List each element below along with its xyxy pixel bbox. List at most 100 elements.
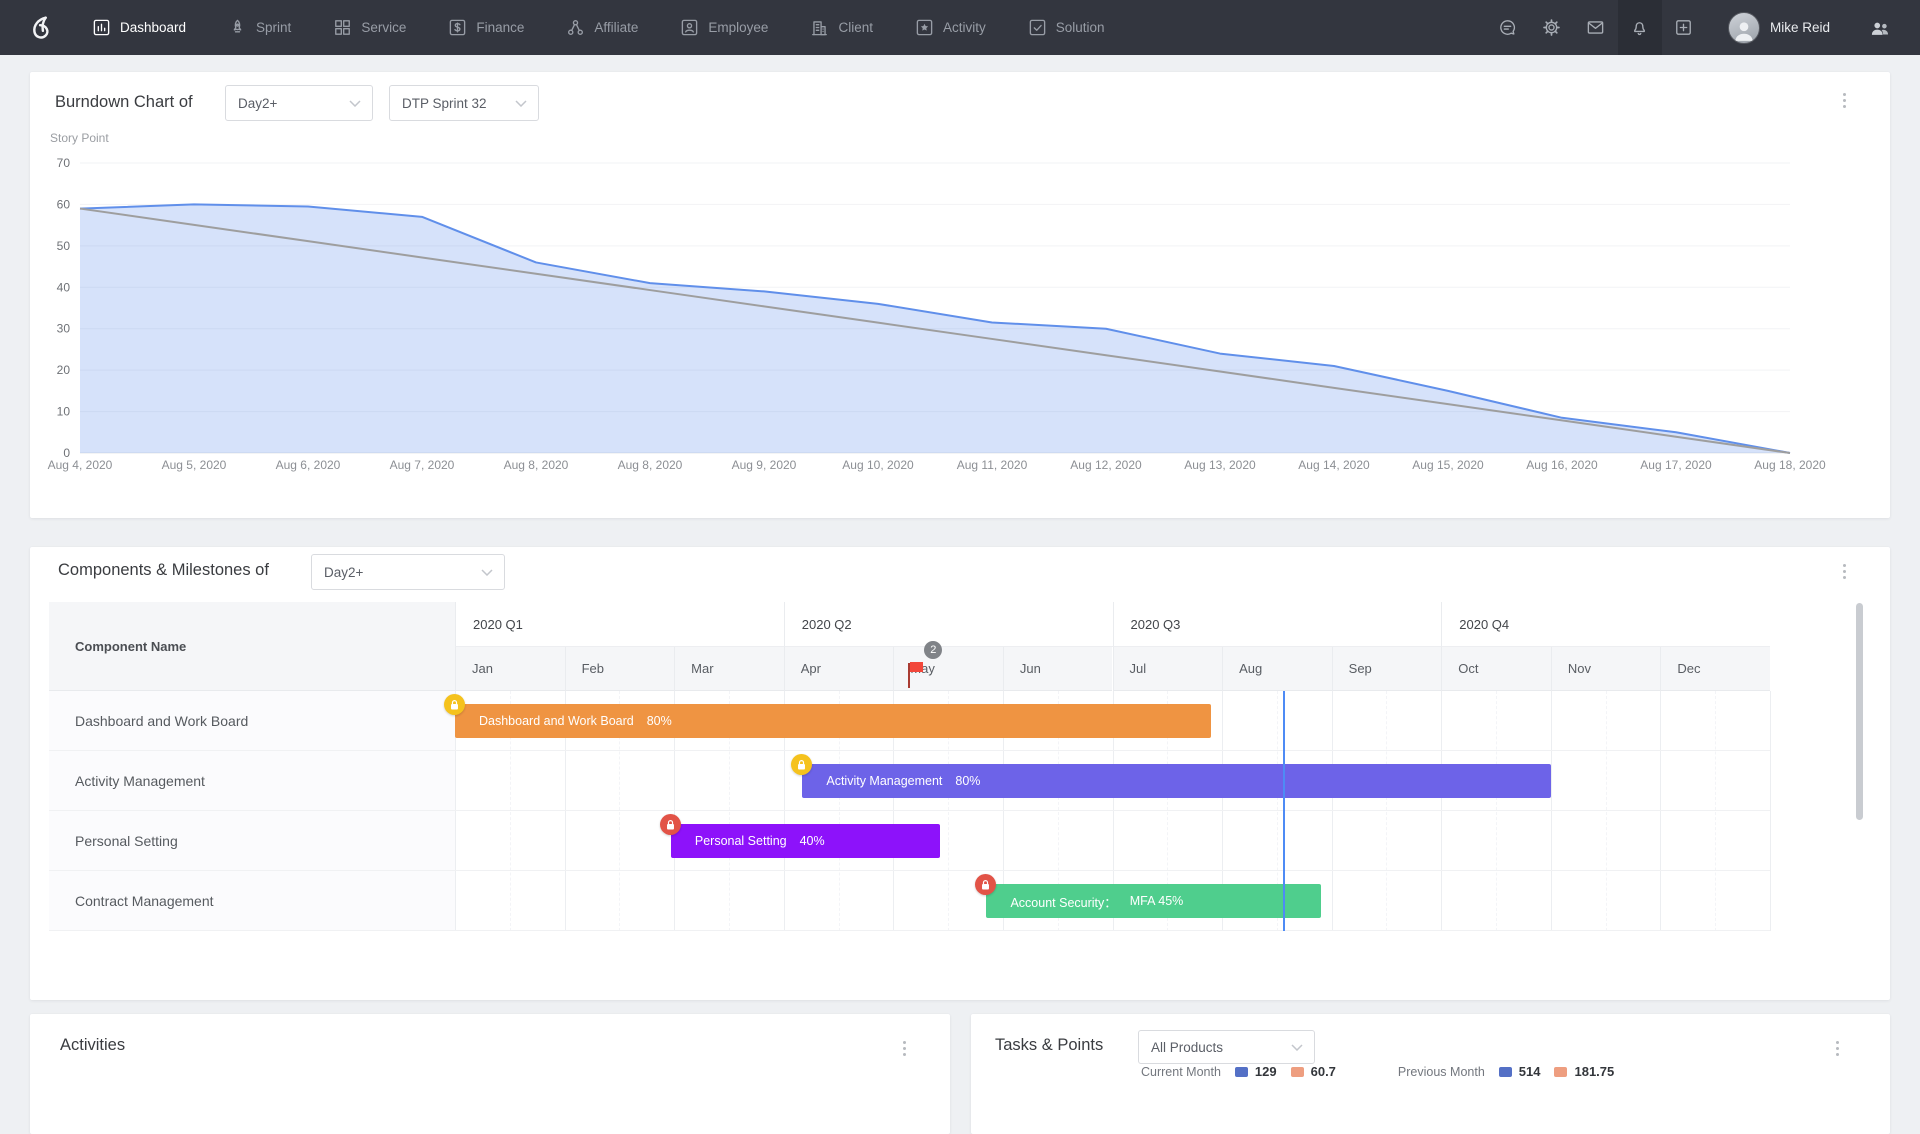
svg-text:Aug 5, 2020: Aug 5, 2020 <box>162 458 227 472</box>
nav-item-dashboard[interactable]: Dashboard <box>92 18 186 37</box>
tasks-points-title: Tasks & Points <box>995 1036 1104 1054</box>
legend-swatch[interactable] <box>1290 1066 1304 1077</box>
svg-text:Aug 17, 2020: Aug 17, 2020 <box>1640 458 1712 472</box>
chat-icon[interactable] <box>1486 0 1530 55</box>
month-header: Jul <box>1112 647 1223 691</box>
nav-item-service[interactable]: Service <box>333 18 406 37</box>
sprint-select[interactable]: DTP Sprint 32 <box>389 85 539 121</box>
legend-swatch[interactable] <box>1234 1066 1248 1077</box>
legend-label: Current Month <box>1141 1064 1221 1079</box>
grid-line <box>1167 691 1169 931</box>
grid-line <box>1496 691 1498 931</box>
svg-text:Aug 14, 2020: Aug 14, 2020 <box>1298 458 1370 472</box>
grid-line <box>838 691 840 931</box>
user-name[interactable]: Mike Reid <box>1769 20 1830 35</box>
products-select-value: All Products <box>1151 1039 1224 1055</box>
nav-item-employee[interactable]: Employee <box>680 18 768 37</box>
svg-text:Aug 8, 2020: Aug 8, 2020 <box>504 458 569 472</box>
grid-line <box>1112 691 1114 931</box>
svg-text:Aug 15, 2020: Aug 15, 2020 <box>1412 458 1484 472</box>
service-icon <box>333 18 352 37</box>
nav-item-solution[interactable]: Solution <box>1028 18 1105 37</box>
milestone-count-badge: 2 <box>924 641 943 659</box>
mail-icon[interactable] <box>1574 0 1618 55</box>
milestone-flag-icon[interactable] <box>907 661 925 689</box>
tasks-points-menu-kebab-icon[interactable] <box>1829 1038 1845 1058</box>
nav-item-label: Client <box>838 20 873 35</box>
sprint-type-select[interactable]: Day2+ <box>225 85 373 121</box>
nav-item-finance[interactable]: Finance <box>448 18 524 37</box>
activities-title: Activities <box>60 1036 126 1054</box>
milestones-select[interactable]: Day2+ <box>311 554 505 590</box>
milestones-title: Components & Milestones of <box>58 561 269 579</box>
grid-line <box>1660 691 1662 931</box>
bell-icon[interactable] <box>1617 0 1662 55</box>
dashboard-icon <box>92 18 111 37</box>
svg-text:Aug 9, 2020: Aug 9, 2020 <box>732 458 797 472</box>
nav-item-client[interactable]: Client <box>810 18 873 37</box>
svg-text:10: 10 <box>57 405 71 419</box>
employee-icon <box>680 18 699 37</box>
top-nav: Dashboard Sprint Service Finance Affiliate Em… <box>0 0 1920 55</box>
gantt-bar-progress: 80% <box>646 714 672 728</box>
affiliate-icon <box>566 18 585 37</box>
component-name-header: Component Name <box>49 602 455 691</box>
gantt-scrollbar[interactable] <box>1856 603 1863 820</box>
svg-text:Story Point: Story Point <box>50 131 109 145</box>
lock-icon[interactable] <box>659 814 681 835</box>
add-icon[interactable] <box>1662 0 1706 55</box>
quarter-header: 2020 Q2 <box>783 602 1113 647</box>
legend-swatch[interactable] <box>1554 1066 1568 1077</box>
gantt-bar-label: Personal Setting <box>694 834 787 848</box>
quarter-header: 2020 Q1 <box>455 602 784 647</box>
svg-text:70: 70 <box>57 156 71 170</box>
quarter-header: 2020 Q3 <box>1112 602 1442 647</box>
today-line <box>1283 691 1286 931</box>
lock-icon[interactable] <box>444 694 465 715</box>
legend-value: 60.7 <box>1310 1064 1336 1079</box>
gantt-bar-progress: 40% <box>799 834 825 848</box>
component-name-cell: Activity Management <box>49 751 455 811</box>
svg-text:Aug 16, 2020: Aug 16, 2020 <box>1526 458 1598 472</box>
row-border <box>455 750 1770 751</box>
svg-text:Aug 10, 2020: Aug 10, 2020 <box>842 458 914 472</box>
grid-line <box>728 691 730 931</box>
lock-icon[interactable] <box>791 754 813 775</box>
svg-text:Aug 13, 2020: Aug 13, 2020 <box>1184 458 1256 472</box>
nav-item-affiliate[interactable]: Affiliate <box>566 18 638 37</box>
legend-label: Previous Month <box>1397 1064 1485 1079</box>
nav-menu: Dashboard Sprint Service Finance Affiliate Em… <box>92 18 1105 37</box>
team-icon[interactable] <box>1858 0 1902 55</box>
nav-item-label: Sprint <box>256 20 292 35</box>
month-header: Jan <box>455 647 565 691</box>
row-border <box>455 930 1770 931</box>
legend-swatch[interactable] <box>1498 1066 1512 1077</box>
milestones-menu-kebab-icon[interactable] <box>1836 561 1852 581</box>
grid-line <box>948 691 950 931</box>
nav-item-label: Service <box>361 20 407 35</box>
svg-text:0: 0 <box>63 446 70 460</box>
activities-menu-kebab-icon[interactable] <box>896 1038 912 1058</box>
grid-line <box>455 691 456 931</box>
nav-item-sprint[interactable]: Sprint <box>228 18 291 37</box>
component-name-cell: Contract Management <box>49 871 455 931</box>
products-select[interactable]: All Products <box>1138 1030 1315 1064</box>
svg-text:Aug 7, 2020: Aug 7, 2020 <box>390 458 455 472</box>
chevron-down-icon <box>515 100 527 107</box>
gantt-bar[interactable]: Dashboard and Work Board 80% <box>455 704 1212 738</box>
gantt-bar[interactable]: Personal Setting 40% <box>670 824 941 858</box>
lock-icon[interactable] <box>975 874 997 895</box>
gantt-bar[interactable]: Activity Management 80% <box>802 764 1551 798</box>
burndown-chart: Story Point 0 10 20 30 40 50 60 70 Aug 4, 2020 Aug… <box>30 72 1890 518</box>
gear-icon[interactable] <box>1530 0 1574 55</box>
svg-text:Aug 4, 2020: Aug 4, 2020 <box>48 458 113 472</box>
nav-item-activity[interactable]: Activity <box>915 18 986 37</box>
burndown-menu-kebab-icon[interactable] <box>1836 90 1852 110</box>
avatar[interactable] <box>1727 11 1760 44</box>
grid-line <box>1441 691 1443 931</box>
app-logo-icon[interactable] <box>22 9 60 47</box>
gantt-bar[interactable]: Account Security： MFA 45% <box>986 884 1321 918</box>
sprint-type-value: Day2+ <box>238 95 278 111</box>
quarter-header: 2020 Q4 <box>1441 602 1770 647</box>
month-header: Mar <box>674 647 784 691</box>
